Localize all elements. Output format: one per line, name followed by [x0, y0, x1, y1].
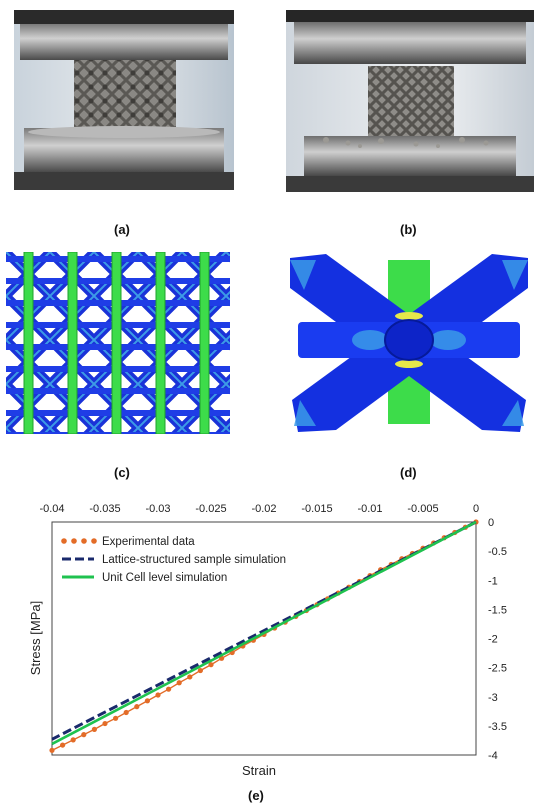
caption-b: (b): [400, 222, 417, 237]
y-tick-label: -1: [488, 575, 498, 587]
data-point-experimental: [123, 709, 129, 716]
x-axis-label: Strain: [242, 763, 276, 778]
x-tick-label: -0.03: [145, 503, 170, 515]
data-point-experimental: [49, 747, 55, 753]
data-point-experimental: [70, 737, 76, 743]
caption-e: (e): [248, 788, 264, 803]
y-tick-label: -0.5: [488, 546, 507, 558]
data-point-experimental: [166, 686, 172, 692]
x-tick-label: 0: [473, 503, 479, 515]
stress-strain-chart: -0.04 -0.035 -0.03 -0.025 -0.02 -0.015 -0.01 -0…: [0, 490, 550, 805]
x-tick-label: -0.02: [251, 503, 276, 515]
x-tick-label: -0.015: [301, 503, 332, 515]
legend-swatch-experimental: [61, 538, 67, 544]
data-point-experimental: [134, 704, 140, 710]
y-axis-label: Stress [MPa]: [28, 601, 43, 675]
x-tick-label: -0.01: [357, 503, 382, 515]
x-tick-label: -0.04: [39, 503, 64, 515]
y-tick-label: -3: [488, 692, 498, 704]
photo-b-crushed-sample: [286, 10, 534, 192]
data-point-experimental: [176, 680, 182, 686]
caption-d: (d): [400, 465, 417, 480]
data-point-experimental: [197, 667, 203, 674]
legend-swatch-experimental: [71, 538, 77, 544]
data-point-experimental: [187, 674, 193, 680]
y-tick-label: -2: [488, 634, 498, 646]
data-point-experimental: [102, 720, 108, 727]
photo-a-compression-test: [14, 10, 234, 190]
x-tick-label: -0.005: [407, 503, 438, 515]
x-tick-labels: -0.04 -0.035 -0.03 -0.025 -0.02 -0.015 -0.01 -0…: [39, 503, 479, 515]
y-tick-label: -3.5: [488, 721, 507, 733]
caption-c: (c): [114, 465, 130, 480]
legend-label: Experimental data: [102, 536, 195, 548]
y-tick-label: -4: [488, 750, 498, 762]
legend-label: Lattice-structured sample simulation: [102, 554, 286, 566]
legend-label: Unit Cell level simulation: [102, 572, 227, 584]
data-point-experimental: [208, 662, 214, 668]
y-tick-label: -2.5: [488, 663, 507, 675]
data-point-experimental: [91, 726, 97, 732]
data-point-experimental: [113, 715, 119, 721]
series-line-unit-cell-simulation: [51, 520, 477, 746]
y-tick-label: 0: [488, 517, 494, 529]
legend-swatch-experimental: [81, 538, 87, 544]
fem-unit-cell-d: [286, 250, 532, 434]
y-tick-labels: 0 -0.5 -1 -1.5 -2 -2.5 -3 -3.5 -4: [488, 517, 507, 762]
data-point-experimental: [60, 742, 66, 748]
x-tick-label: -0.035: [89, 503, 120, 515]
data-point-experimental: [155, 692, 161, 698]
x-tick-label: -0.025: [195, 503, 226, 515]
plot-area-frame: [51, 521, 477, 756]
data-point-experimental: [81, 732, 87, 738]
y-tick-label: -1.5: [488, 604, 507, 616]
caption-a: (a): [114, 222, 130, 237]
chart-legend: Experimental data Lattice-structured samp…: [61, 536, 286, 584]
series-layer: [49, 519, 479, 753]
fem-lattice-sample-c: [6, 251, 230, 435]
data-point-experimental: [144, 698, 150, 704]
legend-swatch-experimental: [91, 538, 97, 544]
